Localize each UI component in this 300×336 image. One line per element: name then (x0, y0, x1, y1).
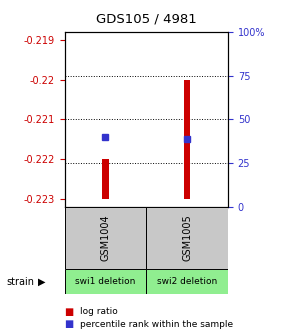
Text: ▶: ▶ (38, 277, 46, 287)
Text: ■: ■ (64, 307, 74, 317)
Text: log ratio: log ratio (80, 307, 117, 316)
Text: swi2 deletion: swi2 deletion (157, 277, 217, 286)
Text: GSM1005: GSM1005 (182, 214, 192, 261)
Bar (146, 269, 228, 294)
Bar (102, 159, 109, 199)
Text: strain: strain (6, 277, 34, 287)
Bar (64, 269, 146, 294)
Text: GSM1004: GSM1004 (100, 214, 110, 261)
Text: GDS105 / 4981: GDS105 / 4981 (96, 12, 196, 25)
Bar (64, 207, 146, 269)
Bar (146, 207, 228, 269)
Text: percentile rank within the sample: percentile rank within the sample (80, 320, 232, 329)
Text: ■: ■ (64, 319, 74, 329)
Text: swi1 deletion: swi1 deletion (75, 277, 136, 286)
Bar (184, 80, 190, 199)
